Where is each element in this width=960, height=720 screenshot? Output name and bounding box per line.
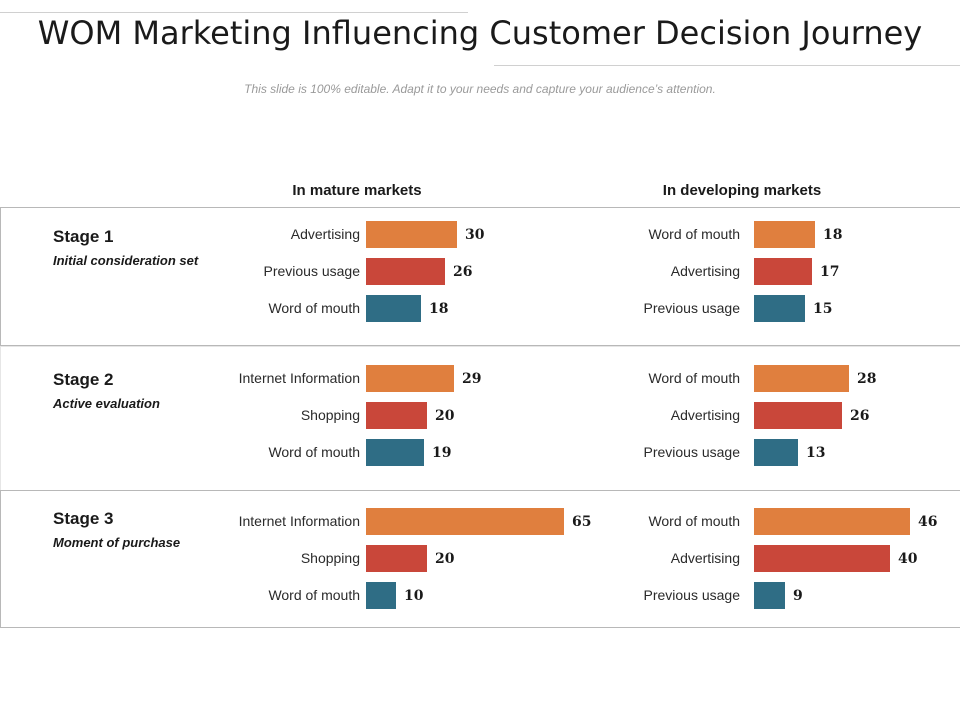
stage-1-description: Initial consideration set <box>53 253 199 268</box>
bar-label-mature-s1-r3: Word of mouth <box>268 300 360 316</box>
bar-value-developing-s1-r3: 15 <box>813 301 833 317</box>
bar-mature-s2-r2 <box>366 402 427 429</box>
bar-label-mature-s1-r2: Previous usage <box>263 263 360 279</box>
bar-label-developing-s3-r1: Word of mouth <box>648 513 740 529</box>
bar-developing-s1-r3 <box>754 295 805 322</box>
bar-value-mature-s1-r2: 26 <box>453 264 473 280</box>
bar-developing-s2-r3 <box>754 439 798 466</box>
column-header-mature: In mature markets <box>292 182 422 199</box>
stage-3-panel <box>0 490 960 628</box>
bar-developing-s2-r2 <box>754 402 842 429</box>
bar-label-developing-s2-r2: Advertising <box>670 407 740 423</box>
bar-developing-s3-r3 <box>754 582 785 609</box>
column-header-developing: In developing markets <box>662 182 822 199</box>
bar-value-developing-s2-r2: 26 <box>850 408 870 424</box>
bar-label-mature-s2-r2: Shopping <box>300 407 360 423</box>
bar-value-mature-s1-r1: 30 <box>465 227 485 243</box>
bar-mature-s1-r2 <box>366 258 445 285</box>
bar-label-developing-s1-r1: Word of mouth <box>648 226 740 242</box>
bar-mature-s1-r1 <box>366 221 457 248</box>
bar-value-mature-s2-r3: 19 <box>432 445 452 461</box>
bar-label-mature-s2-r1: Internet Information <box>238 370 360 386</box>
bar-label-developing-s1-r2: Advertising <box>670 263 740 279</box>
bar-label-mature-s3-r1: Internet Information <box>238 513 360 529</box>
bar-mature-s3-r2 <box>366 545 427 572</box>
bar-label-developing-s3-r3: Previous usage <box>643 587 740 603</box>
bar-value-mature-s2-r2: 20 <box>435 408 455 424</box>
bar-mature-s3-r3 <box>366 582 396 609</box>
page-title: WOM Marketing Influencing Customer Decis… <box>37 14 923 52</box>
bar-developing-s1-r1 <box>754 221 815 248</box>
bar-value-developing-s1-r2: 17 <box>820 264 840 280</box>
bar-mature-s2-r3 <box>366 439 424 466</box>
bar-value-mature-s3-r2: 20 <box>435 551 455 567</box>
stage-3-name: Stage 3 <box>53 509 114 528</box>
bar-label-developing-s2-r3: Previous usage <box>643 444 740 460</box>
bar-value-developing-s3-r3: 9 <box>793 588 803 604</box>
bar-label-developing-s3-r2: Advertising <box>670 550 740 566</box>
bar-value-developing-s1-r1: 18 <box>823 227 843 243</box>
top-rule-right <box>494 65 960 66</box>
bar-label-developing-s1-r3: Previous usage <box>643 300 740 316</box>
bar-developing-s3-r2 <box>754 545 890 572</box>
bar-developing-s1-r2 <box>754 258 812 285</box>
bar-value-mature-s3-r3: 10 <box>404 588 424 604</box>
stage-2-name: Stage 2 <box>53 370 114 389</box>
bar-mature-s3-r1 <box>366 508 564 535</box>
bar-value-developing-s3-r2: 40 <box>898 551 918 567</box>
bar-label-mature-s3-r2: Shopping <box>300 550 360 566</box>
bar-value-developing-s3-r1: 46 <box>918 514 938 530</box>
stage-1-panel <box>0 207 960 346</box>
page-subtitle: This slide is 100% editable. Adapt it to… <box>244 82 716 96</box>
bar-value-mature-s2-r1: 29 <box>462 371 482 387</box>
top-rule-left <box>0 12 468 13</box>
stage-3-description: Moment of purchase <box>53 535 181 550</box>
bar-value-developing-s2-r3: 13 <box>806 445 826 461</box>
bar-label-mature-s3-r3: Word of mouth <box>268 587 360 603</box>
bar-value-mature-s3-r1: 65 <box>572 514 592 530</box>
bar-label-mature-s1-r1: Advertising <box>290 226 360 242</box>
bar-value-developing-s2-r1: 28 <box>857 371 877 387</box>
bar-mature-s1-r3 <box>366 295 421 322</box>
bar-value-mature-s1-r3: 18 <box>429 301 449 317</box>
bar-label-developing-s2-r1: Word of mouth <box>648 370 740 386</box>
bar-developing-s3-r1 <box>754 508 910 535</box>
bar-mature-s2-r1 <box>366 365 454 392</box>
bar-developing-s2-r1 <box>754 365 849 392</box>
bar-label-mature-s2-r3: Word of mouth <box>268 444 360 460</box>
stage-2-description: Active evaluation <box>53 396 160 411</box>
stage-1-name: Stage 1 <box>53 227 114 246</box>
